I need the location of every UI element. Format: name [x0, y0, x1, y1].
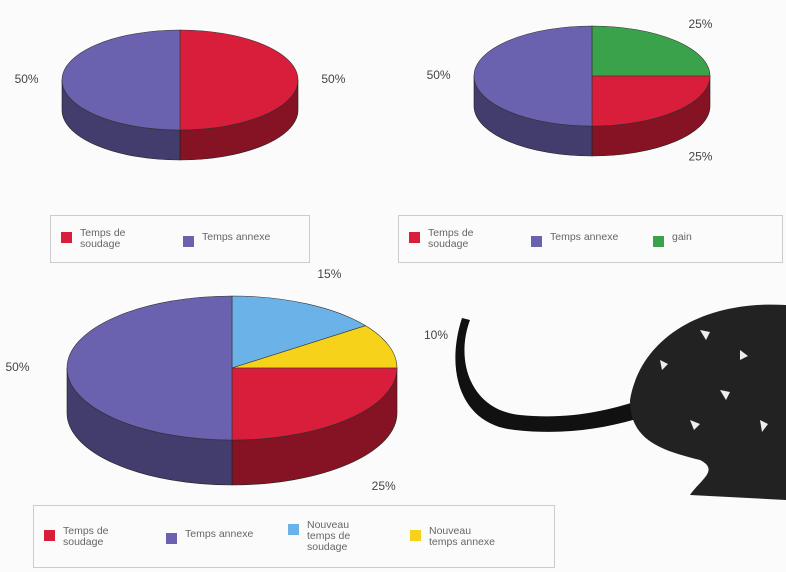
legend-item: Temps de soudage	[409, 228, 517, 250]
legend: Temps de soudage Temps annexe gain	[398, 215, 783, 263]
pie-slice	[592, 26, 710, 76]
data-label: 15%	[317, 267, 341, 281]
data-label: 25%	[372, 479, 396, 493]
pie-slice	[180, 30, 298, 160]
pie-slice	[62, 30, 180, 160]
legend-swatch	[409, 232, 420, 243]
legend: Temps de soudage Temps annexe Nouveau temp…	[33, 505, 555, 568]
data-label: 50%	[427, 68, 451, 82]
pie-slice	[592, 76, 710, 156]
legend: Temps de soudage Temps annexe	[50, 215, 310, 263]
legend-swatch	[288, 524, 299, 535]
cat-tail	[455, 318, 640, 432]
legend-label: Nouveau temps annexe	[429, 526, 501, 548]
legend-item: gain	[653, 232, 761, 247]
data-label: 50%	[321, 72, 345, 86]
legend-swatch	[653, 236, 664, 247]
legend-swatch	[44, 530, 55, 541]
data-label: 50%	[15, 72, 39, 86]
legend-swatch	[531, 236, 542, 247]
data-label: 25%	[688, 17, 712, 31]
legend-swatch	[410, 530, 421, 541]
slice-top	[592, 26, 710, 76]
data-label: 25%	[688, 149, 712, 163]
legend-item: Nouveau temps de soudage	[288, 520, 396, 553]
legend-label: gain	[672, 232, 744, 243]
legend-label: Nouveau temps de soudage	[307, 520, 379, 553]
legend-item: Temps de soudage	[44, 526, 152, 548]
legend-label: Temps annexe	[550, 232, 622, 243]
legend-item: Temps annexe	[531, 232, 639, 247]
legend-swatch	[166, 533, 177, 544]
decoration	[455, 305, 786, 500]
legend-label: Temps de soudage	[63, 526, 135, 548]
charts: 50% 50% 25% 25% 50% 15% 10% 25% 50%	[0, 0, 786, 572]
legend-label: Temps de soudage	[80, 228, 152, 250]
data-label: 50%	[5, 360, 29, 374]
legend-item: Nouveau temps annexe	[410, 526, 518, 548]
legend-item: Temps annexe	[166, 529, 274, 544]
legend-swatch	[61, 232, 72, 243]
legend-swatch	[183, 236, 194, 247]
pie-slice	[232, 368, 397, 485]
legend-label: Temps annexe	[202, 232, 274, 243]
pie-slice	[67, 296, 232, 485]
page: {"chart_data": [ {"type": "pie", "catego…	[0, 0, 786, 572]
legend-item: Temps de soudage	[61, 228, 169, 250]
data-label: 10%	[424, 328, 448, 342]
legend-label: Temps de soudage	[428, 228, 500, 250]
legend-item: Temps annexe	[183, 232, 291, 247]
pie-slice	[474, 26, 592, 156]
legend-label: Temps annexe	[185, 529, 257, 540]
